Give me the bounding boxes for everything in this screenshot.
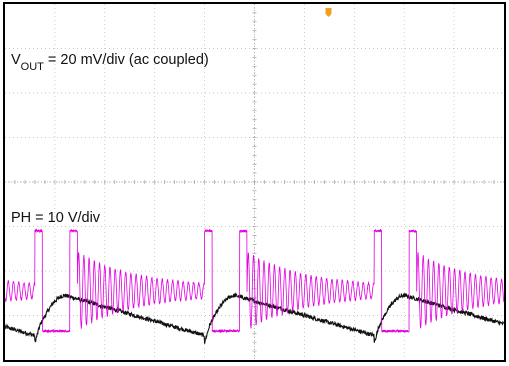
vout-channel-label: VOUT = 20 mV/div (ac coupled) bbox=[11, 52, 209, 73]
vout-ripple-trace bbox=[4, 292, 505, 344]
vout-label-main: V bbox=[11, 52, 21, 68]
vout-label-sub: OUT bbox=[21, 61, 45, 73]
ph-switch-node-trace bbox=[4, 228, 505, 334]
trigger-position-marker bbox=[325, 8, 332, 17]
ph-channel-label: PH = 10 V/div bbox=[11, 210, 101, 226]
waveform-traces bbox=[4, 228, 505, 344]
ph-label-main: PH = 10 V/div bbox=[11, 210, 101, 226]
vout-label-scale: = 20 mV/div (ac coupled) bbox=[44, 52, 209, 68]
